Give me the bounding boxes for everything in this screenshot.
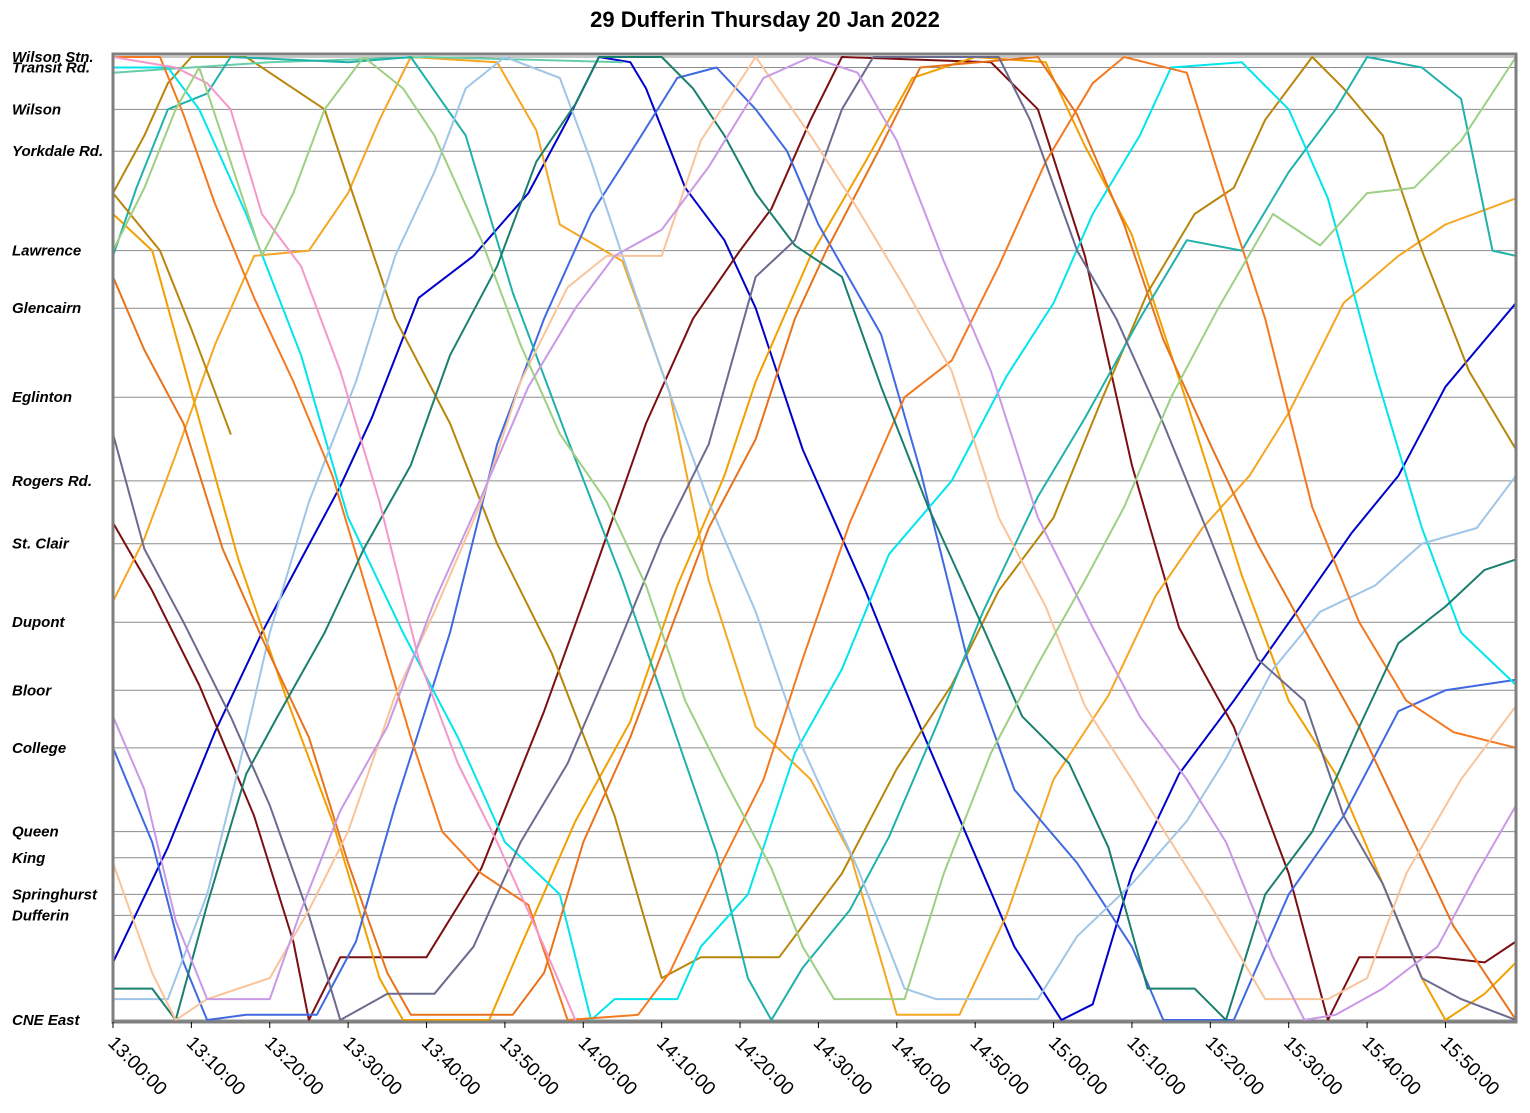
tick-label: 14:30:00 <box>809 1033 876 1100</box>
trip-lines <box>112 56 1517 1021</box>
station-labels: Wilson Stn.Transit Rd. Wilson Yorkdale Rd.… <box>12 49 103 1029</box>
station-label: Eglinton <box>12 389 72 406</box>
station-label: Lawrence <box>12 243 81 260</box>
tick-label: 15:40:00 <box>1358 1033 1425 1100</box>
trip-line-3 <box>112 56 1517 1016</box>
station-label: Dupont <box>12 614 65 631</box>
tick-label: 15:30:00 <box>1279 1033 1346 1100</box>
station-label: Dufferin <box>12 907 69 924</box>
tick-label: 13:00:00 <box>103 1033 170 1100</box>
station-label: Queen <box>12 824 59 841</box>
tick-label: 15:00:00 <box>1044 1033 1111 1100</box>
trip-line-11 <box>112 192 232 435</box>
tick-label: 15:50:00 <box>1436 1033 1503 1100</box>
station-label: Wilson <box>12 101 61 118</box>
trip-line-18 <box>112 56 1517 1021</box>
tick-label: 15:20:00 <box>1201 1033 1268 1100</box>
trip-line-14 <box>112 56 1517 1021</box>
tick-label: 14:10:00 <box>652 1033 719 1100</box>
gridlines <box>113 56 1516 1021</box>
station-label: Glencairn <box>12 300 81 317</box>
trip-line-5 <box>112 56 1517 980</box>
station-label: Bloor <box>12 682 52 699</box>
trip-line-19 <box>112 56 1517 1001</box>
tick-label: 13:30:00 <box>339 1033 406 1100</box>
trip-line-13 <box>112 56 1517 1021</box>
trip-line-7 <box>112 56 624 74</box>
tick-label: 14:40:00 <box>887 1033 954 1100</box>
station-label: Rogers Rd. <box>12 473 92 490</box>
station-label: King <box>12 850 45 867</box>
station-label: Wilson Stn. <box>12 49 94 66</box>
trip-line-10 <box>112 56 1517 1001</box>
station-label: Transit Rd. <box>12 59 90 76</box>
trip-line-17 <box>112 56 1517 1021</box>
trip-line-6 <box>112 66 1517 1021</box>
station-label: CNE East <box>12 1012 81 1029</box>
plot-frame <box>111 52 1518 1024</box>
trip-line-8 <box>112 56 1517 1021</box>
tick-label: 14:00:00 <box>574 1033 641 1100</box>
trip-line-15 <box>112 56 1517 1021</box>
trip-line-9 <box>112 61 1517 1021</box>
trip-line-2 <box>112 56 1517 1021</box>
time-axis: 13:00:00 13:10:00 13:20:00 13:30:00 13:40:00… <box>103 1022 1503 1100</box>
trip-line-16 <box>112 56 577 1021</box>
chart-title: 29 Dufferin Thursday 20 Jan 2022 <box>590 7 940 32</box>
station-label: College <box>12 740 66 757</box>
tick-label: 14:50:00 <box>966 1033 1033 1100</box>
station-label: Springhurst <box>12 886 98 903</box>
trip-line-1 <box>112 56 1517 1021</box>
station-label: St. Clair <box>12 536 70 553</box>
tick-label: 13:40:00 <box>417 1033 484 1100</box>
trip-line-4 <box>112 56 1517 1021</box>
tick-label: 13:20:00 <box>260 1033 327 1100</box>
tick-label: 13:50:00 <box>495 1033 562 1100</box>
station-label: Yorkdale Rd. <box>12 143 103 160</box>
tick-label: 13:10:00 <box>182 1033 249 1100</box>
tick-label: 14:20:00 <box>731 1033 798 1100</box>
trip-line-12 <box>112 56 1517 1021</box>
tick-label: 15:10:00 <box>1122 1033 1189 1100</box>
